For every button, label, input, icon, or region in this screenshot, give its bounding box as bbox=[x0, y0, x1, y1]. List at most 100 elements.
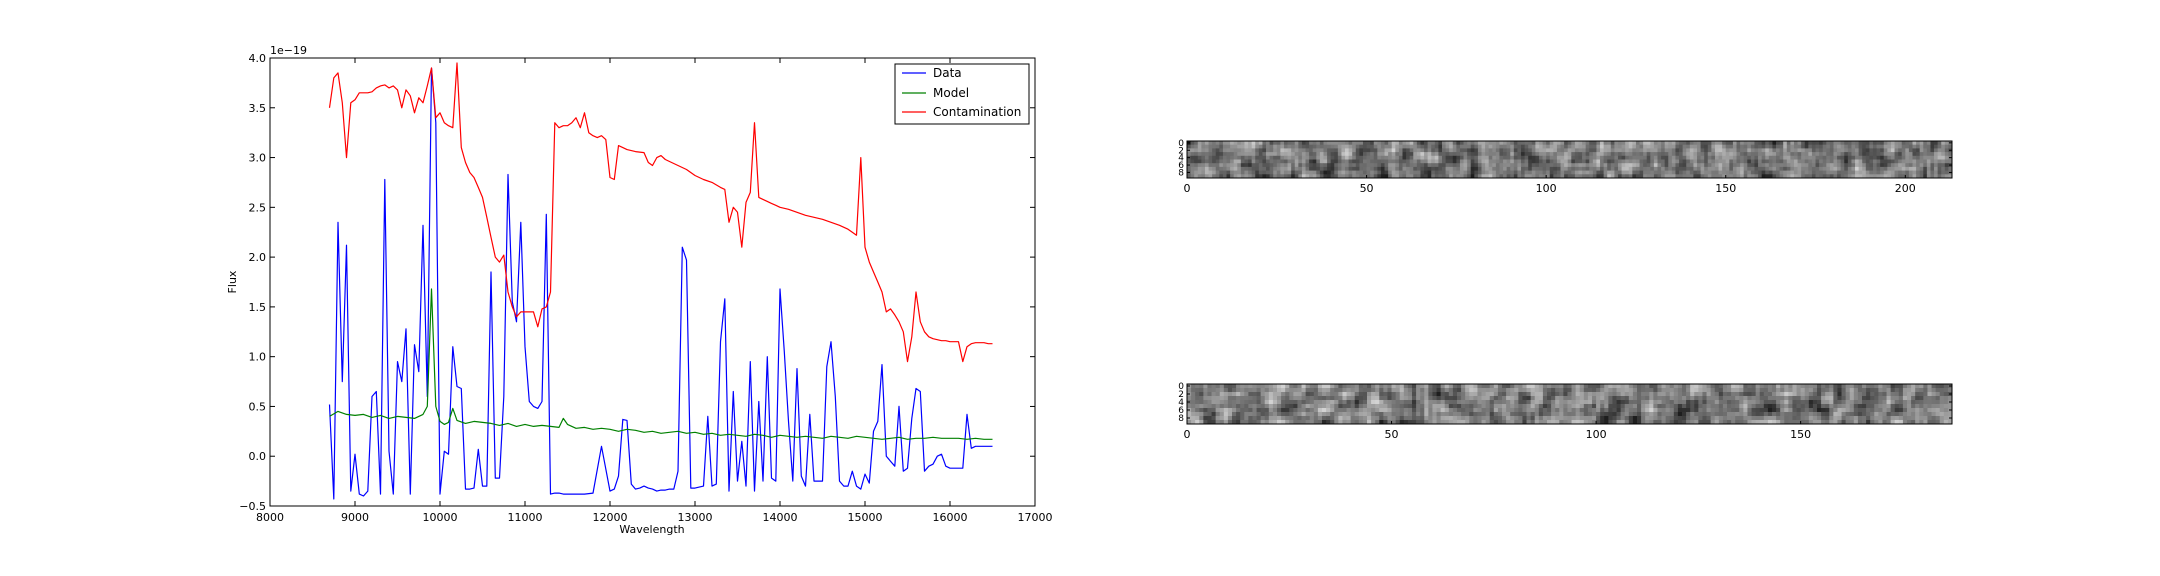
x-axis-label: Wavelength bbox=[619, 523, 684, 536]
heatmap-cell bbox=[1312, 144, 1317, 149]
heatmap-cell bbox=[1883, 170, 1888, 175]
heatmap-cell bbox=[1682, 400, 1687, 405]
heatmap-cell bbox=[1264, 396, 1270, 401]
heatmap-cell bbox=[1637, 396, 1642, 401]
heatmap-cell bbox=[1485, 155, 1490, 160]
heatmap-cell bbox=[1679, 141, 1684, 146]
heatmap-cell bbox=[1398, 152, 1403, 157]
heatmap-cell bbox=[1256, 420, 1262, 425]
heatmap-cell bbox=[1811, 166, 1816, 171]
heatmap-cell bbox=[1293, 412, 1298, 417]
heatmap-cell bbox=[1600, 392, 1605, 397]
heatmap-cell bbox=[1808, 384, 1814, 389]
heatmap-cell bbox=[1714, 141, 1719, 146]
heatmap-cell bbox=[1632, 412, 1638, 417]
x-tick-label: 17000 bbox=[1018, 511, 1053, 524]
heatmap-cell bbox=[1223, 396, 1229, 401]
heatmap-cell bbox=[1718, 416, 1724, 421]
heatmap-cell bbox=[1761, 141, 1766, 146]
heatmap-cell bbox=[1878, 412, 1883, 417]
heatmap-cell bbox=[1808, 166, 1813, 171]
heatmap-cell bbox=[1761, 174, 1766, 179]
heatmap-cell bbox=[1438, 152, 1443, 157]
heatmap-cell bbox=[1502, 400, 1507, 405]
heatmap-cell bbox=[1256, 392, 1262, 397]
heatmap-cell bbox=[1341, 163, 1346, 168]
heatmap-cell bbox=[1207, 404, 1212, 409]
heatmap-cell bbox=[1301, 388, 1307, 393]
heatmap-cell bbox=[1669, 412, 1675, 417]
heatmap-cell bbox=[1883, 166, 1888, 171]
heatmap-cell bbox=[1758, 152, 1763, 157]
heatmap-cell bbox=[1718, 152, 1723, 157]
heatmap-cell bbox=[1567, 416, 1572, 421]
heatmap-cell bbox=[1874, 384, 1879, 389]
heatmap-cell bbox=[1664, 159, 1669, 164]
heatmap-cell bbox=[1935, 400, 1941, 405]
heatmap-cell bbox=[1559, 384, 1564, 389]
heatmap-cell bbox=[1833, 144, 1838, 149]
heatmap-cell bbox=[1293, 396, 1298, 401]
heatmap-cell bbox=[1424, 155, 1429, 160]
heatmap-cell bbox=[1522, 388, 1527, 393]
y-tick-label: 0.0 bbox=[249, 450, 267, 463]
heatmap-cell bbox=[1776, 148, 1780, 153]
heatmap-cell bbox=[1283, 148, 1288, 153]
heatmap-cell bbox=[1755, 412, 1761, 417]
heatmap-cell bbox=[1600, 170, 1605, 175]
heatmap-cell bbox=[1857, 420, 1863, 425]
heatmap-cell bbox=[1661, 404, 1667, 409]
heatmap-cell bbox=[1939, 392, 1945, 397]
heatmap-cell bbox=[1388, 163, 1393, 168]
heatmap-cell bbox=[1266, 170, 1270, 175]
heatmap-cell bbox=[1790, 170, 1795, 175]
heatmap-cell bbox=[1632, 416, 1638, 421]
heatmap-cell bbox=[1603, 166, 1608, 171]
heatmap-cell bbox=[1841, 416, 1847, 421]
heatmap-cell bbox=[1919, 163, 1924, 168]
heatmap-cell bbox=[1337, 148, 1342, 153]
heatmap-cell bbox=[1215, 174, 1220, 179]
heatmap-cell bbox=[1840, 163, 1845, 168]
heatmap-cell bbox=[1908, 174, 1913, 179]
heatmap-cell bbox=[1371, 404, 1376, 409]
heatmap-cell bbox=[1251, 155, 1256, 160]
heatmap-cell bbox=[1776, 392, 1781, 397]
heatmap-cell bbox=[1436, 388, 1442, 393]
heatmap-cell bbox=[1632, 404, 1638, 409]
heatmap-cell bbox=[1811, 144, 1816, 149]
heatmap-cell bbox=[1338, 400, 1343, 405]
heatmap-cell bbox=[1607, 159, 1612, 164]
heatmap-cell bbox=[1926, 159, 1931, 164]
heatmap-cell bbox=[1248, 163, 1253, 168]
heatmap-cell bbox=[1735, 416, 1740, 421]
heatmap-cell bbox=[1886, 392, 1892, 397]
heatmap-cell bbox=[1571, 163, 1576, 168]
heatmap-cell bbox=[1510, 404, 1515, 409]
heatmap-cell bbox=[1911, 404, 1916, 409]
heatmap-cell bbox=[1513, 148, 1518, 153]
heatmap-cell bbox=[1700, 159, 1705, 164]
heatmap-cell bbox=[1309, 384, 1315, 389]
heatmap-cell bbox=[1403, 388, 1409, 393]
heatmap-cell bbox=[1788, 388, 1793, 393]
heatmap-cell bbox=[1538, 163, 1543, 168]
heatmap-cell bbox=[1399, 420, 1405, 425]
heatmap-cell bbox=[1366, 159, 1371, 164]
heatmap-cell bbox=[1763, 396, 1769, 401]
heatmap-cell bbox=[1407, 416, 1413, 421]
heatmap-cell bbox=[1345, 170, 1350, 175]
heatmap-cell bbox=[1600, 400, 1605, 405]
heatmap-cell bbox=[1567, 163, 1572, 168]
heatmap-cell bbox=[1289, 396, 1294, 401]
heatmap-cell bbox=[1452, 141, 1457, 146]
heatmap-cell bbox=[1424, 163, 1429, 168]
heatmap-cell bbox=[1546, 174, 1551, 179]
heatmap-cell bbox=[1395, 384, 1401, 389]
heatmap-cell bbox=[1600, 159, 1605, 164]
heatmap-cell bbox=[1467, 159, 1472, 164]
heatmap-cell bbox=[1359, 148, 1364, 153]
heatmap-cell bbox=[1829, 170, 1834, 175]
heatmap-cell bbox=[1524, 155, 1529, 160]
heatmap-cell bbox=[1926, 152, 1931, 157]
